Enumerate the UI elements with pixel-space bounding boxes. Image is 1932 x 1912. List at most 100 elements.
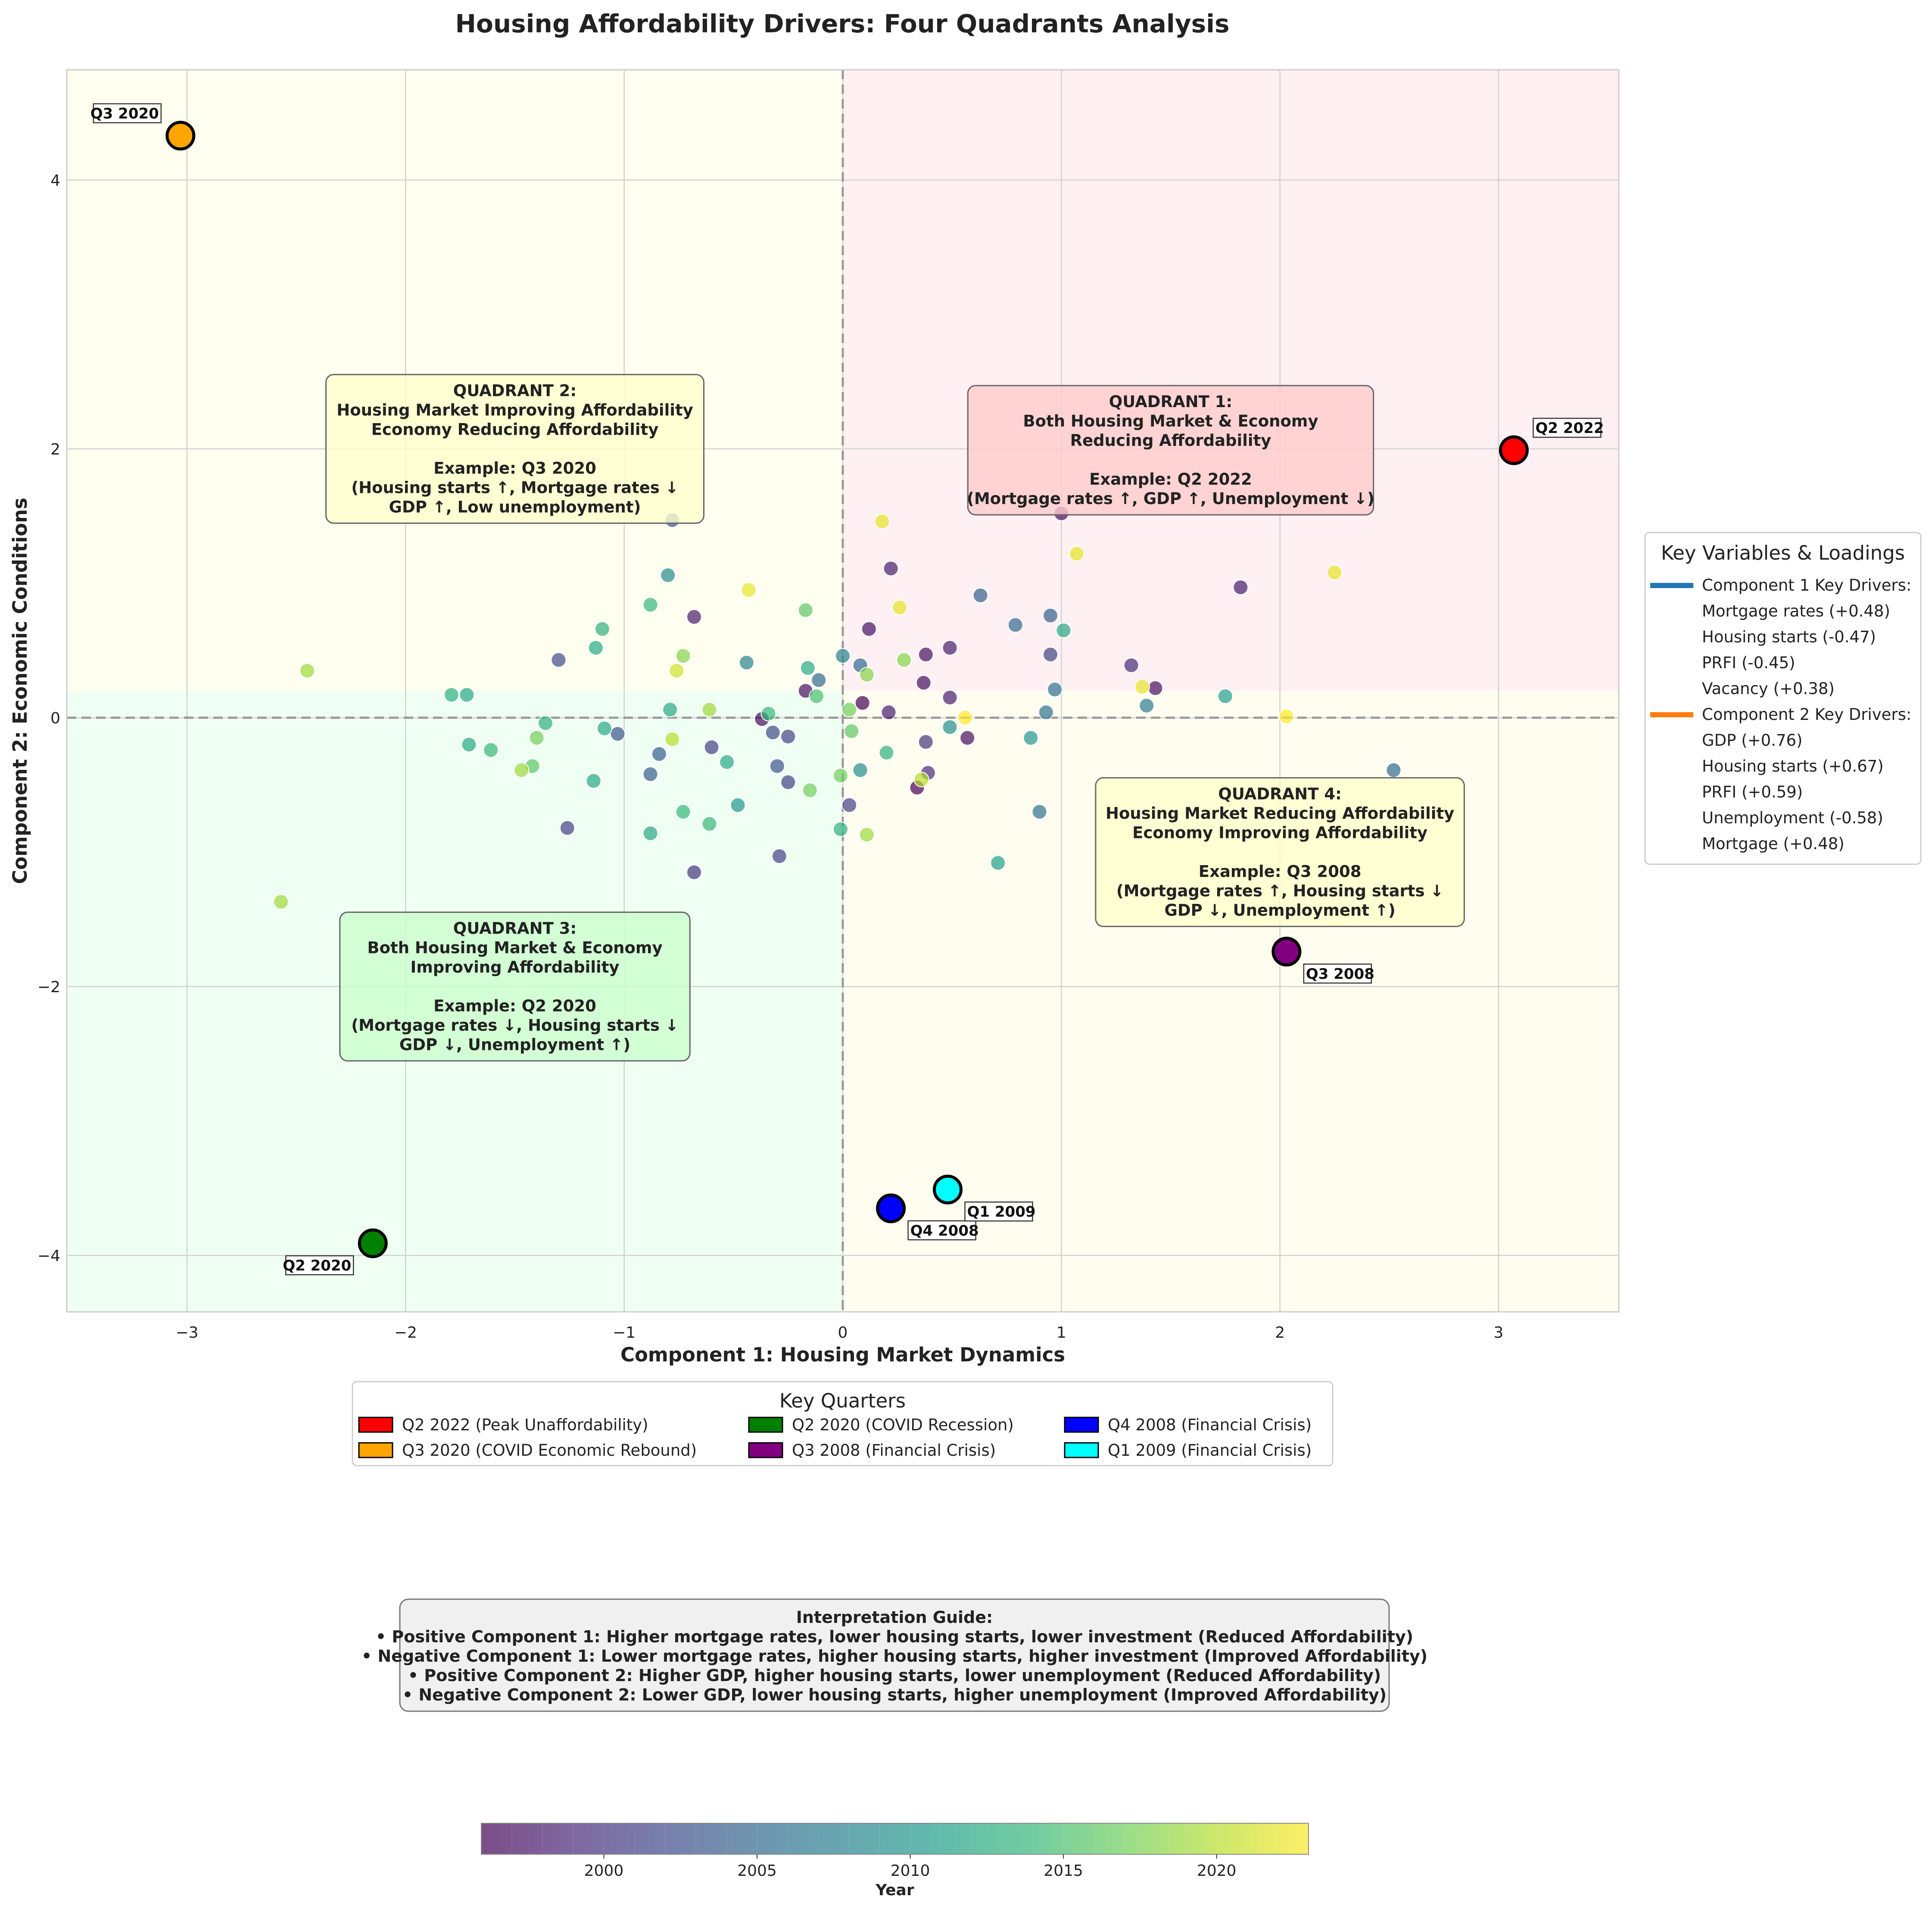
highlight-point xyxy=(876,1193,906,1224)
data-point xyxy=(686,609,702,625)
quadrant-1-shading xyxy=(843,70,1619,691)
legend-quarters-title: Key Quarters xyxy=(779,1389,906,1412)
data-point xyxy=(883,561,899,576)
data-point xyxy=(1139,698,1155,713)
data-point xyxy=(529,730,545,746)
data-point xyxy=(719,754,735,770)
data-point xyxy=(1147,680,1163,696)
quadrant-box-line: Example: Q2 2022 xyxy=(1089,470,1252,489)
x-tick-label: −3 xyxy=(175,1324,198,1342)
legend-color-swatch xyxy=(1064,1442,1099,1458)
data-point xyxy=(299,663,315,679)
data-point xyxy=(802,782,818,798)
quadrant-box-line: QUADRANT 3: xyxy=(453,919,576,938)
quadrant-box-q3: QUADRANT 3:Both Housing Market & Economy… xyxy=(339,911,691,1062)
year-colorbar: 2000 2005 2010 2015 2020 Year xyxy=(481,1823,1309,1899)
colorbar-bar xyxy=(481,1823,1309,1855)
colorbar-tick-label: 2015 xyxy=(1044,1862,1083,1880)
data-point xyxy=(483,742,499,758)
data-point xyxy=(879,745,894,761)
axis-ticks: −3 −2 −1 0 1 2 3 −4 −2 0 2 4 xyxy=(37,172,1504,1342)
legend-loadings-entry: PRFI (-0.45) xyxy=(1702,654,1795,672)
data-point xyxy=(765,725,781,741)
guide-line: Interpretation Guide: xyxy=(796,1608,993,1627)
colorbar-tick-label: 2000 xyxy=(584,1862,624,1880)
colorbar-tick-label: 2010 xyxy=(891,1862,930,1880)
data-point xyxy=(859,667,875,683)
data-point xyxy=(811,672,827,688)
legend-loadings-entry: Vacancy (+0.38) xyxy=(1702,679,1835,698)
data-point xyxy=(642,766,658,782)
x-tick-label: −2 xyxy=(394,1324,417,1342)
highlight-label-box xyxy=(907,1220,976,1240)
data-point xyxy=(273,894,289,910)
highlight-point xyxy=(165,121,196,151)
data-point xyxy=(1038,704,1054,720)
quadrant-box-q1: QUADRANT 1:Both Housing Market & Economy… xyxy=(967,385,1374,516)
data-point xyxy=(594,621,610,637)
quadrant-box-line: QUADRANT 4: xyxy=(1218,785,1341,803)
legend-quarters-entry: Q1 2009 (Financial Crisis) xyxy=(1108,1441,1312,1460)
data-point xyxy=(588,640,604,656)
data-point xyxy=(1123,657,1139,673)
legend-loadings-entry: Mortgage (+0.48) xyxy=(1702,835,1845,853)
legend-quarters-entry: Q3 2020 (COVID Economic Rebound) xyxy=(402,1441,697,1460)
x-tick-label: 0 xyxy=(838,1324,848,1342)
data-point xyxy=(461,737,477,753)
highlight-label-box xyxy=(1303,963,1372,984)
data-point xyxy=(1233,579,1249,595)
data-point xyxy=(1134,679,1150,695)
highlight-point xyxy=(358,1228,388,1258)
highlight-label: Q3 2020 xyxy=(90,105,159,122)
data-point xyxy=(942,719,958,735)
data-point xyxy=(942,640,958,656)
highlight-label: Q1 2009 xyxy=(967,1203,1036,1221)
quadrant-box-q2: QUADRANT 2:Housing Market Improving Affo… xyxy=(325,374,705,524)
data-point xyxy=(918,647,934,663)
legend-quarters-entry: Q2 2020 (COVID Recession) xyxy=(792,1416,1014,1434)
data-point xyxy=(443,687,459,703)
data-point xyxy=(551,652,567,668)
guide-line: • Negative Component 2: Lower GDP, lower… xyxy=(402,1685,1387,1704)
quadrant-box-line: Example: Q3 2020 xyxy=(433,459,596,477)
quadrant-box-line: (Mortgage rates ↑, GDP ↑, Unemployment ↓… xyxy=(967,489,1374,508)
legend-loadings-frame xyxy=(1644,532,1922,865)
data-point xyxy=(597,720,613,736)
interpretation-guide: Interpretation Guide:• Positive Componen… xyxy=(361,1598,1427,1712)
data-point xyxy=(891,600,907,616)
highlight-label: Q4 2008 xyxy=(910,1222,979,1239)
x-axis-label: Component 1: Housing Market Dynamics xyxy=(620,1343,1065,1366)
data-point xyxy=(760,706,776,722)
reference-lines xyxy=(67,70,1619,1312)
data-point xyxy=(664,731,680,747)
data-point xyxy=(896,652,912,668)
quadrant-box-line: Reducing Affordability xyxy=(1070,431,1271,450)
highlight-label-box xyxy=(1533,417,1602,438)
data-point xyxy=(957,710,973,726)
y-axis-label: Component 2: Economic Conditions xyxy=(9,498,31,884)
highlight-label: Q2 2020 xyxy=(283,1257,351,1274)
data-point xyxy=(798,602,813,618)
highlight-label-box xyxy=(964,1201,1033,1222)
data-point xyxy=(701,816,717,832)
data-point xyxy=(739,654,754,670)
data-point xyxy=(538,715,554,731)
legend-quarters-entry: Q2 2022 (Peak Unaffordability) xyxy=(402,1416,648,1434)
quadrant-box-line: QUADRANT 1: xyxy=(1109,392,1232,411)
legend-loadings-entry: Mortgage rates (+0.48) xyxy=(1702,602,1890,620)
data-point xyxy=(1069,546,1084,562)
guide-line: • Positive Component 2: Higher GDP, high… xyxy=(408,1666,1381,1685)
data-point xyxy=(1217,688,1233,704)
y-tick-label: −2 xyxy=(37,978,60,996)
legend-color-swatch xyxy=(358,1417,393,1433)
x-tick-label: 1 xyxy=(1056,1324,1066,1342)
highlight-point xyxy=(933,1174,963,1205)
quadrant-box-line: QUADRANT 2: xyxy=(453,381,576,400)
quadrant-box-frame xyxy=(967,385,1374,516)
data-point xyxy=(942,690,958,706)
data-point xyxy=(701,702,717,718)
guide-line: • Positive Component 1: Higher mortgage … xyxy=(376,1627,1413,1646)
legend-color-swatch xyxy=(748,1442,783,1458)
data-point xyxy=(675,648,691,664)
data-point xyxy=(610,726,626,742)
